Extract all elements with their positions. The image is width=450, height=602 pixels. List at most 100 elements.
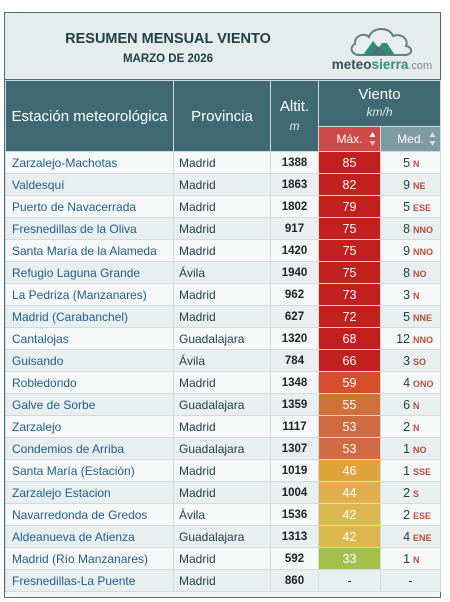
station-link[interactable]: Fresnedillas de la Oliva [5, 217, 174, 240]
table-row: Refugio Laguna Grande Ávila 1940 75 8 NO [5, 261, 442, 284]
table-row: La Pedriza (Manzanares) Madrid 962 73 3 N [5, 283, 442, 306]
column-header-max[interactable]: Máx. [318, 126, 381, 152]
station-link[interactable]: Valdesquí [5, 173, 174, 196]
station-link[interactable]: Robledondo [5, 371, 174, 394]
province-cell: Guadalajara [173, 437, 271, 460]
province-cell: Madrid [173, 173, 271, 196]
station-link[interactable]: Madrid (Río Manzanares) [5, 547, 174, 570]
max-wind-cell: 72 [318, 305, 381, 328]
column-header-province[interactable]: Provincia [173, 80, 271, 152]
altitude-cell: 1004 [270, 481, 319, 504]
station-link[interactable]: Fresnedillas-La Puente [5, 569, 174, 592]
wind-direction: SO [413, 356, 427, 367]
station-link[interactable]: Santa María de la Alameda [5, 239, 174, 262]
wind-unit: km/h [366, 105, 393, 119]
province-cell: Madrid [173, 481, 271, 504]
avg-wind-value: 6 [403, 397, 411, 412]
station-link[interactable]: Madrid (Carabanchel) [5, 305, 174, 328]
wind-summary-panel: RESUMEN MENSUAL VIENTO MARZO DE 2026 met… [4, 12, 442, 598]
wind-direction: S [413, 488, 420, 499]
max-wind-cell: 59 [318, 371, 381, 394]
page-subtitle: MARZO DE 2026 [122, 53, 214, 65]
max-wind-cell: 55 [318, 393, 381, 416]
station-link[interactable]: Cantalojas [5, 327, 174, 350]
wind-direction: N [413, 400, 420, 411]
avg-wind-value: 9 [403, 243, 411, 258]
table-row: Fresnedillas-La Puente Madrid 860- - [5, 569, 442, 592]
province-cell: Madrid [173, 217, 271, 240]
table-row: Aldeanueva de Atienza Guadalajara 1313 42 4 E… [5, 525, 442, 548]
column-header-wind: Viento km/h [317, 80, 442, 127]
table-row: Condemios de Arriba Guadalajara 1307 53 1 NO [5, 437, 442, 460]
avg-wind-cell: 8 NNO [379, 217, 442, 240]
table-row: Madrid (Carabanchel) Madrid 627 72 5 NNE [5, 305, 442, 328]
table-row: Puerto de Navacerrada Madrid 1802 79 5 ESE [5, 195, 442, 218]
avg-wind-value: 2 [403, 419, 411, 434]
station-link[interactable]: Galve de Sorbe [5, 393, 174, 416]
sort-icon[interactable] [369, 131, 376, 147]
avg-wind-cell: 9 NE [379, 173, 442, 196]
max-wind-cell: 42 [318, 503, 381, 526]
table-row: Guisando Ávila 784 66 3 SO [5, 349, 442, 372]
station-link[interactable]: Navarredonda de Gredos [5, 503, 174, 526]
station-link[interactable]: Zarzalejo Estacion [5, 481, 174, 504]
altitude-cell: 1359 [270, 393, 319, 416]
avg-wind-cell: 3 SO [379, 349, 442, 372]
max-wind-cell: 68 [318, 327, 381, 350]
max-wind-cell: 75 [318, 261, 381, 284]
table-row: Santa María de la Alameda Madrid 1420 75 9 NN… [5, 239, 442, 262]
station-link[interactable]: Santa María (Estación) [5, 459, 174, 482]
station-link[interactable]: Zarzalejo-Machotas [5, 151, 174, 174]
altitude-cell: 1940 [270, 261, 319, 284]
wind-direction: N [413, 290, 420, 301]
avg-wind-cell: 4 ENE [379, 525, 442, 548]
sort-icon[interactable] [429, 131, 436, 147]
table-row: Santa María (Estación) Madrid 1019 46 1 SSE [5, 459, 442, 482]
avg-wind-cell: 12 NNO [379, 327, 442, 350]
station-link[interactable]: Aldeanueva de Atienza [5, 525, 174, 548]
column-header-avg[interactable]: Med. [379, 126, 442, 152]
station-link[interactable]: Zarzalejo [5, 415, 174, 438]
province-cell: Madrid [173, 371, 271, 394]
table-row: Robledondo Madrid 1348 59 4 ONO [5, 371, 442, 394]
wind-direction: N [413, 158, 420, 169]
altitude-cell: 917 [270, 217, 319, 240]
altitude-cell: 1320 [270, 327, 319, 350]
table-row: Zarzalejo-Machotas Madrid 1388 85 5 N [5, 151, 442, 174]
avg-wind-value: 8 [403, 221, 411, 236]
altitude-cell: 592 [270, 547, 319, 570]
station-link[interactable]: Puerto de Navacerrada [5, 195, 174, 218]
province-cell: Madrid [173, 459, 271, 482]
station-link[interactable]: La Pedriza (Manzanares) [5, 283, 174, 306]
avg-wind-value: 2 [403, 507, 411, 522]
altitude-cell: 1117 [270, 415, 319, 438]
station-link[interactable]: Guisando [5, 349, 174, 372]
province-cell: Guadalajara [173, 327, 271, 350]
station-link[interactable]: Condemios de Arriba [5, 437, 174, 460]
avg-wind-value: 9 [403, 177, 411, 192]
wind-direction: NE [413, 180, 426, 191]
avg-wind-value: 3 [403, 353, 411, 368]
max-wind-cell: 53 [318, 437, 381, 460]
altitude-cell: 1348 [270, 371, 319, 394]
avg-wind-value: 4 [403, 529, 411, 544]
max-wind-cell: 85 [318, 151, 381, 174]
province-cell: Ávila [173, 349, 271, 372]
max-wind-cell: 79 [318, 195, 381, 218]
max-wind-cell: 44 [318, 481, 381, 504]
wind-table: Estación meteorológica Provincia Altit. … [5, 80, 442, 592]
column-header-station[interactable]: Estación meteorológica [5, 80, 174, 152]
avg-wind-value: 1 [403, 441, 411, 456]
max-wind-cell: 73 [318, 283, 381, 306]
table-row: Madrid (Río Manzanares) Madrid 592 33 1 N [5, 547, 442, 570]
avg-wind-value: 8 [403, 265, 411, 280]
page-title: RESUMEN MENSUAL VIENTO [65, 31, 271, 47]
wind-direction: N [413, 422, 420, 433]
column-header-altitude[interactable]: Altit. m [270, 80, 319, 152]
altitude-cell: 1420 [270, 239, 319, 262]
wind-direction: SSE [413, 466, 432, 477]
altitude-cell: 860 [270, 569, 319, 592]
station-link[interactable]: Refugio Laguna Grande [5, 261, 174, 284]
